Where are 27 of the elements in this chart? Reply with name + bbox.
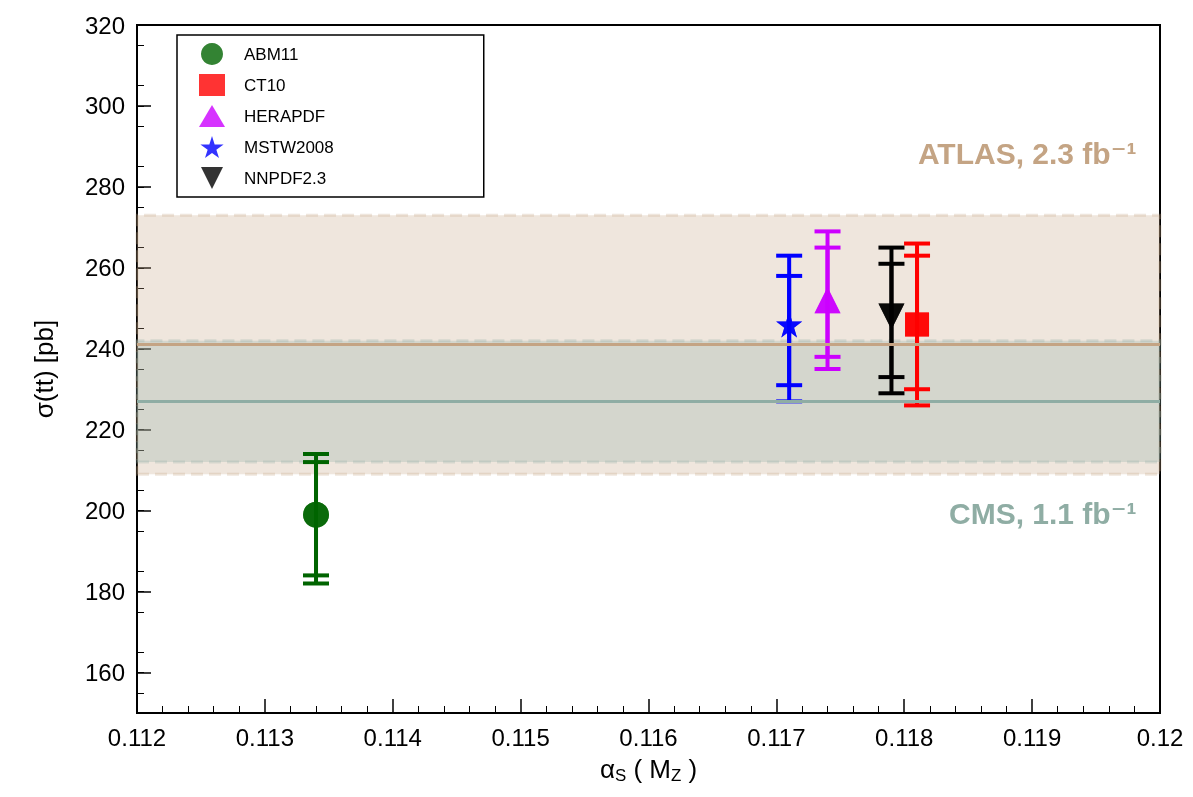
x-tick-label: 0.119	[1002, 723, 1062, 751]
band-label: CMS, 1.1 fb⁻¹	[948, 497, 1137, 531]
y-tick-label: 320	[84, 11, 125, 39]
y-tick-label: 220	[84, 416, 125, 444]
x-tick-label: 0.117	[747, 723, 806, 751]
x-tick-label: 0.112	[107, 723, 167, 751]
x-tick-label: 0.12	[1136, 723, 1184, 751]
y-tick-label: 200	[84, 497, 125, 525]
y-tick-label: 260	[84, 254, 125, 282]
y-tick-label: 160	[84, 659, 125, 687]
x-tick-label: 0.114	[363, 723, 422, 751]
x-tick-label: 0.116	[619, 723, 678, 751]
x-tick-label: 0.115	[491, 723, 550, 751]
legend-label: HERAPDF	[244, 106, 326, 126]
legend-label: ABM11	[244, 44, 299, 64]
x-tick-label: 0.113	[235, 723, 295, 751]
legend-label: CT10	[244, 75, 286, 95]
y-axis-title: σ(tt) [pb]	[29, 319, 59, 419]
y-tick-label: 300	[84, 92, 125, 120]
y-tick-label: 180	[84, 578, 125, 606]
x-tick-label: 0.118	[875, 723, 934, 751]
y-tick-label: 240	[84, 335, 125, 363]
y-tick-label: 280	[84, 173, 125, 201]
x-axis-title: αS ( MZ )	[599, 754, 698, 785]
legend-label: MSTW2008	[244, 137, 334, 157]
legend-label: NNPDF2.3	[244, 168, 327, 188]
band-label: ATLAS, 2.3 fb⁻¹	[917, 137, 1137, 171]
